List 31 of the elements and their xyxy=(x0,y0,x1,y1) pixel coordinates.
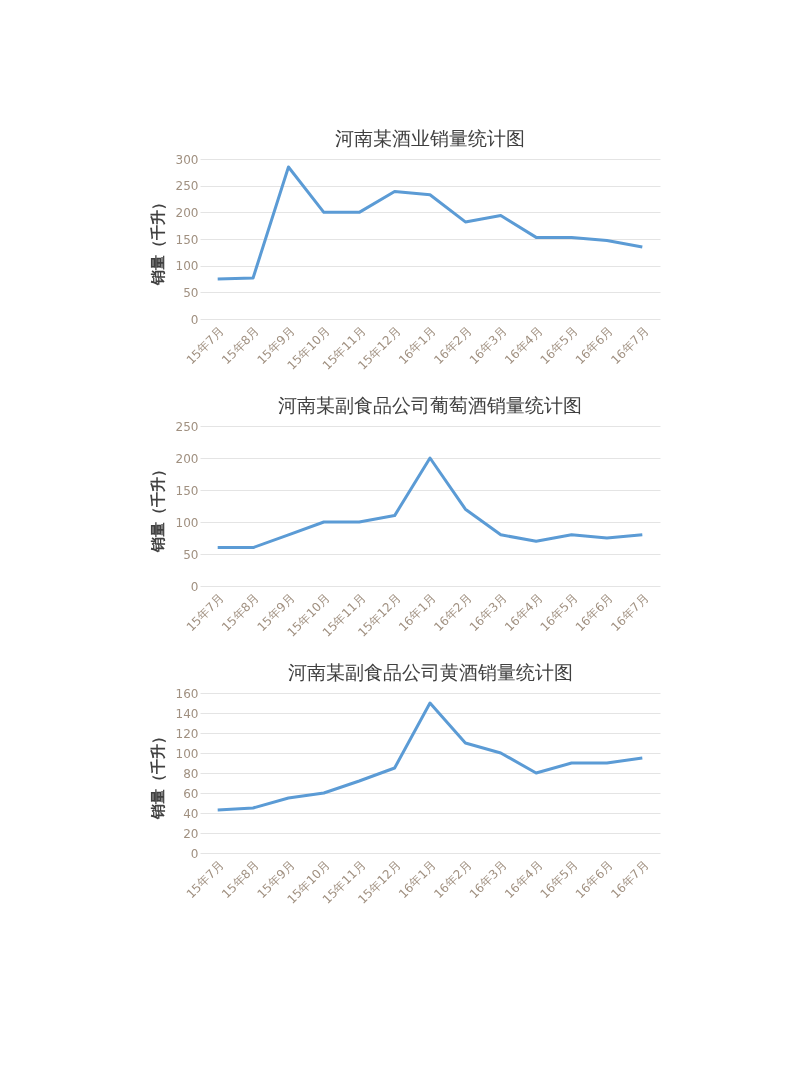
y-tick-label: 120 xyxy=(175,726,199,741)
y-tick-label: 0 xyxy=(190,312,199,327)
y-tick-label: 50 xyxy=(183,547,199,562)
y-tick-label: 40 xyxy=(183,806,199,821)
chart-title: 河南某酒业销量统计图 xyxy=(335,127,525,149)
line-series xyxy=(216,456,644,550)
line-series xyxy=(216,165,644,281)
y-tick-label: 140 xyxy=(175,706,199,721)
y-tick-label: 100 xyxy=(175,515,199,530)
y-tick-label: 200 xyxy=(175,205,199,220)
y-tick-label: 250 xyxy=(175,179,199,194)
y-tick-label: 0 xyxy=(190,846,199,861)
y-tick-label: 300 xyxy=(175,152,199,167)
y-tick-label: 60 xyxy=(183,786,199,801)
y-tick-label: 160 xyxy=(175,686,199,701)
y-tick-label: 100 xyxy=(175,746,199,761)
y-tick-label: 150 xyxy=(175,483,199,498)
line-series xyxy=(216,701,644,812)
y-axis-title: 销量（千升） xyxy=(148,194,167,286)
y-tick-label: 150 xyxy=(175,232,199,247)
y-tick-label: 250 xyxy=(175,419,199,434)
y-tick-label: 200 xyxy=(175,451,199,466)
y-tick-label: 0 xyxy=(190,579,199,594)
y-tick-label: 100 xyxy=(175,259,199,274)
chart-title: 河南某副食品公司黄酒销量统计图 xyxy=(287,661,573,683)
y-axis-title: 销量（千升） xyxy=(148,461,167,553)
chart-title: 河南某副食品公司葡萄酒销量统计图 xyxy=(278,394,582,416)
y-axis-title: 销量（千升） xyxy=(148,728,167,820)
y-tick-label: 50 xyxy=(183,285,199,300)
y-tick-label: 80 xyxy=(183,766,199,781)
y-tick-label: 20 xyxy=(183,826,199,841)
